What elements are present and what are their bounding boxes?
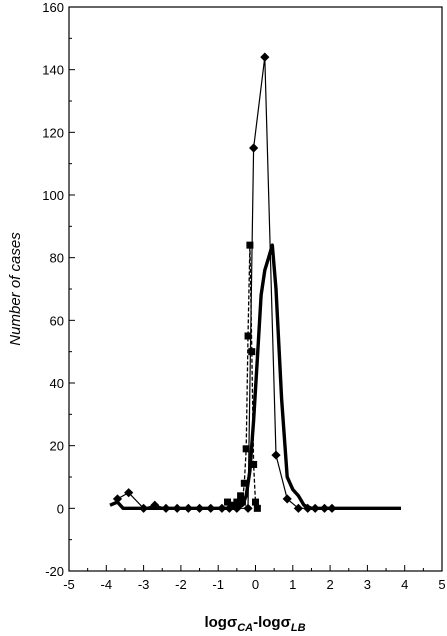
y-tick-label: -20 bbox=[45, 564, 64, 579]
y-tick-label: 140 bbox=[42, 63, 64, 78]
plot-frame bbox=[68, 6, 443, 572]
y-tick-label: 120 bbox=[42, 125, 64, 140]
diamond-marker bbox=[243, 503, 253, 513]
y-tick-label: 160 bbox=[42, 0, 64, 15]
diamond-marker bbox=[260, 52, 270, 62]
square-marker bbox=[248, 348, 256, 356]
square-marker bbox=[253, 504, 261, 512]
y-tick-label: 40 bbox=[50, 376, 64, 391]
y-tick-label: 0 bbox=[57, 501, 64, 516]
x-axis: -5 -4 -3 -2 -1 0 1 2 3 4 5 bbox=[63, 565, 446, 592]
x-tick-label: 2 bbox=[326, 577, 333, 592]
x-tick-label: -5 bbox=[63, 577, 75, 592]
square-marker bbox=[229, 501, 237, 509]
square-marker bbox=[242, 445, 250, 453]
x-tick-label: -2 bbox=[175, 577, 187, 592]
y-tick-label: 100 bbox=[42, 188, 64, 203]
x-tick-label: 5 bbox=[438, 577, 445, 592]
square-marker bbox=[233, 498, 241, 506]
diamond-marker bbox=[124, 488, 134, 498]
square-marker bbox=[246, 241, 254, 249]
square-marker bbox=[252, 498, 259, 506]
x-axis-title-sub: CA bbox=[237, 622, 253, 634]
x-axis-title-sub: LB bbox=[291, 622, 306, 634]
y-tick-label: 60 bbox=[50, 313, 64, 328]
y-axis: -20 0 20 40 60 80 100 120 140 160 bbox=[42, 0, 75, 579]
series-line-thick bbox=[109, 243, 401, 510]
x-axis-title-part: log bbox=[204, 614, 227, 631]
x-axis-title-part: -log bbox=[253, 614, 281, 631]
y-tick-label: 20 bbox=[50, 439, 64, 454]
square-marker bbox=[224, 498, 232, 506]
x-axis-title-sigma: σ bbox=[227, 614, 237, 631]
square-marker bbox=[250, 460, 258, 468]
x-tick-label: -4 bbox=[101, 577, 113, 592]
series-layer bbox=[109, 52, 401, 513]
x-tick-label: 3 bbox=[364, 577, 371, 592]
square-marker bbox=[240, 479, 248, 487]
x-axis-title: logσCA-logσLB bbox=[204, 614, 305, 634]
x-tick-label: -1 bbox=[212, 577, 224, 592]
x-tick-label: 1 bbox=[289, 577, 296, 592]
series-line-dashed bbox=[227, 245, 259, 509]
series-line-thin bbox=[117, 57, 332, 509]
diamond-marker bbox=[293, 503, 303, 513]
x-axis-title-sigma: σ bbox=[281, 614, 291, 631]
y-axis-title: Number of cases bbox=[7, 232, 24, 346]
square-marker bbox=[244, 332, 252, 340]
square-marker bbox=[237, 492, 245, 500]
x-tick-label: 4 bbox=[401, 577, 408, 592]
x-tick-label: -3 bbox=[138, 577, 150, 592]
diamond-marker bbox=[112, 494, 123, 504]
y-tick-label: 80 bbox=[50, 251, 64, 266]
diamond-marker bbox=[282, 494, 292, 504]
x-tick-label: 0 bbox=[252, 577, 259, 592]
diamond-marker bbox=[249, 143, 259, 153]
diamond-marker bbox=[271, 450, 281, 460]
